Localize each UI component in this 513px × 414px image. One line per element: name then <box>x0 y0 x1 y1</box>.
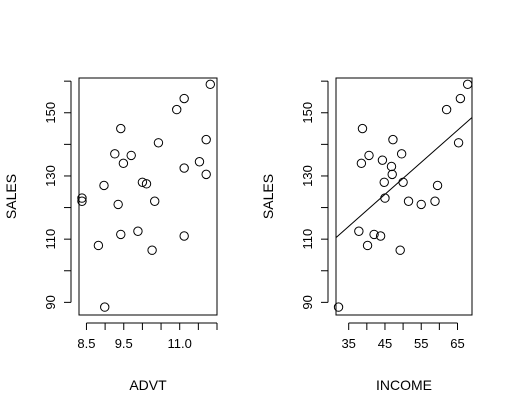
y-tick-label: 150 <box>300 102 315 124</box>
data-point <box>356 158 367 169</box>
income-sales-panel: 35 45 55 65 90 110 130 150 INCOME SALES <box>260 77 473 393</box>
data-point <box>377 155 388 165</box>
data-point <box>432 180 443 191</box>
data-point <box>77 196 87 206</box>
data-point <box>150 196 160 206</box>
x-axis-label: INCOME <box>376 377 432 393</box>
data-point <box>194 157 205 167</box>
data-point <box>386 161 397 172</box>
data-point <box>179 163 189 173</box>
data-point <box>364 150 374 161</box>
data-point <box>99 180 109 191</box>
x-tick-label: 35 <box>341 336 355 351</box>
data-point <box>398 177 408 187</box>
data-point <box>462 79 473 90</box>
data-point <box>388 134 398 145</box>
data-point <box>126 150 136 161</box>
data-point <box>93 240 104 251</box>
data-point <box>201 169 211 180</box>
regression-line <box>335 117 473 238</box>
x-tick-label: 55 <box>414 336 428 351</box>
advt-sales-panel: 8.5 9.5 11.0 90 110 130 150 ADVT SALES <box>3 77 218 393</box>
data-point <box>141 179 152 189</box>
y-axis-label: SALES <box>260 174 276 219</box>
data-point <box>100 302 110 312</box>
data-point <box>380 193 390 203</box>
data-point <box>430 196 440 206</box>
y-tick-label: 90 <box>300 295 315 309</box>
data-point <box>453 138 464 148</box>
data-point <box>179 231 189 241</box>
y-tick-label: 150 <box>43 102 58 124</box>
data-point <box>110 149 120 159</box>
x-axis-label: ADVT <box>129 377 167 393</box>
data-point <box>362 240 373 251</box>
y-tick-label: 130 <box>300 165 315 187</box>
data-point <box>416 199 426 210</box>
data-point <box>354 226 364 236</box>
data-point <box>201 134 211 145</box>
y-axis-label: SALES <box>3 174 19 219</box>
data-point <box>333 302 344 312</box>
data-point <box>396 149 407 159</box>
plot-frame <box>335 77 473 316</box>
data-point <box>375 231 386 241</box>
x-tick-label: 65 <box>450 336 464 351</box>
data-point <box>172 104 182 115</box>
data-point <box>179 93 189 104</box>
data-point <box>379 177 389 187</box>
x-tick-label: 45 <box>378 336 392 351</box>
data-point <box>387 169 397 180</box>
data-point <box>369 229 379 240</box>
data-point <box>403 196 414 206</box>
data-point <box>77 193 87 203</box>
data-point <box>455 93 466 104</box>
data-point <box>116 123 126 134</box>
y-tick-label: 110 <box>300 229 315 250</box>
data-point <box>395 245 405 255</box>
data-point <box>116 229 126 240</box>
data-point <box>118 158 129 169</box>
plot-frame <box>78 77 218 316</box>
x-tick-label: 11.0 <box>168 336 192 351</box>
data-point <box>147 245 157 255</box>
data-point <box>205 79 215 90</box>
y-tick-label: 110 <box>43 229 58 250</box>
x-tick-label: 8.5 <box>77 336 95 351</box>
x-tick-label: 9.5 <box>115 336 133 351</box>
data-point <box>113 199 123 210</box>
data-point <box>441 104 452 115</box>
data-point <box>133 226 143 236</box>
data-point <box>137 177 148 187</box>
data-point <box>357 123 368 134</box>
y-tick-label: 130 <box>43 165 58 187</box>
y-tick-label: 90 <box>43 295 58 309</box>
data-point <box>153 138 164 148</box>
